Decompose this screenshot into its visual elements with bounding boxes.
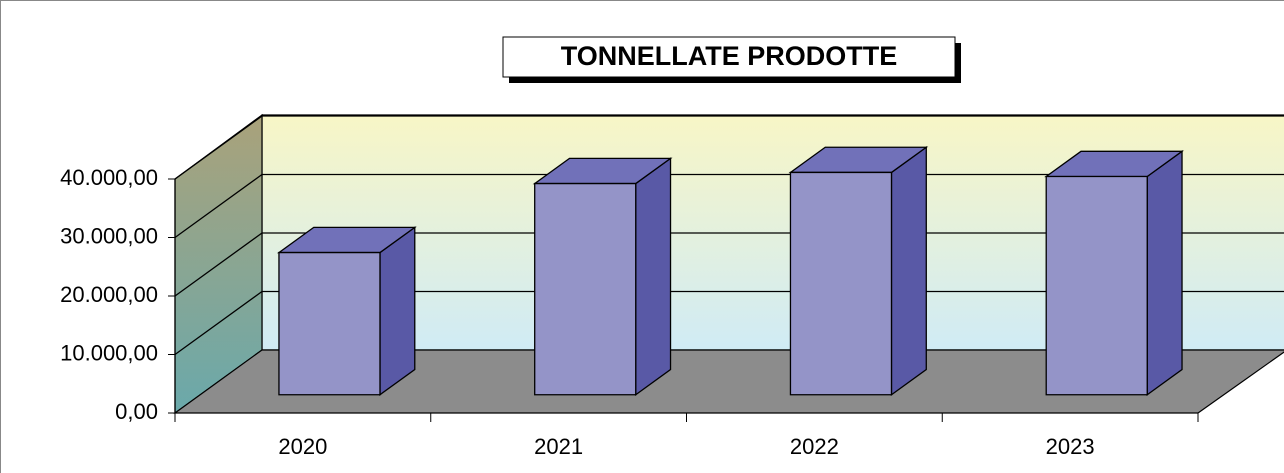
x-tick-label: 2022 xyxy=(790,434,839,459)
bar xyxy=(789,171,893,396)
y-tick-label: 40.000,00 xyxy=(60,165,158,190)
y-tick-label: 10.000,00 xyxy=(60,340,158,365)
x-tick-label: 2023 xyxy=(1046,434,1095,459)
x-tick-label: 2020 xyxy=(278,434,327,459)
y-tick-label: 30.000,00 xyxy=(60,223,158,248)
bar xyxy=(534,182,637,396)
bar xyxy=(278,251,381,396)
grid-line xyxy=(174,115,1284,180)
bar-side xyxy=(379,226,416,397)
bar-side xyxy=(1146,150,1183,397)
bar xyxy=(1045,175,1148,396)
grid-line xyxy=(174,290,1284,356)
bar-side xyxy=(890,145,927,397)
title-box xyxy=(502,36,956,78)
y-tick-label: 0,00 xyxy=(115,399,158,424)
chart-title: TONNELLATE PRODOTTE xyxy=(561,41,898,71)
grid-line xyxy=(174,173,1284,239)
grid-line xyxy=(174,232,1284,297)
bar-side xyxy=(635,157,672,397)
x-tick-label: 2021 xyxy=(534,434,583,459)
y-tick-label: 20.000,00 xyxy=(60,282,158,307)
